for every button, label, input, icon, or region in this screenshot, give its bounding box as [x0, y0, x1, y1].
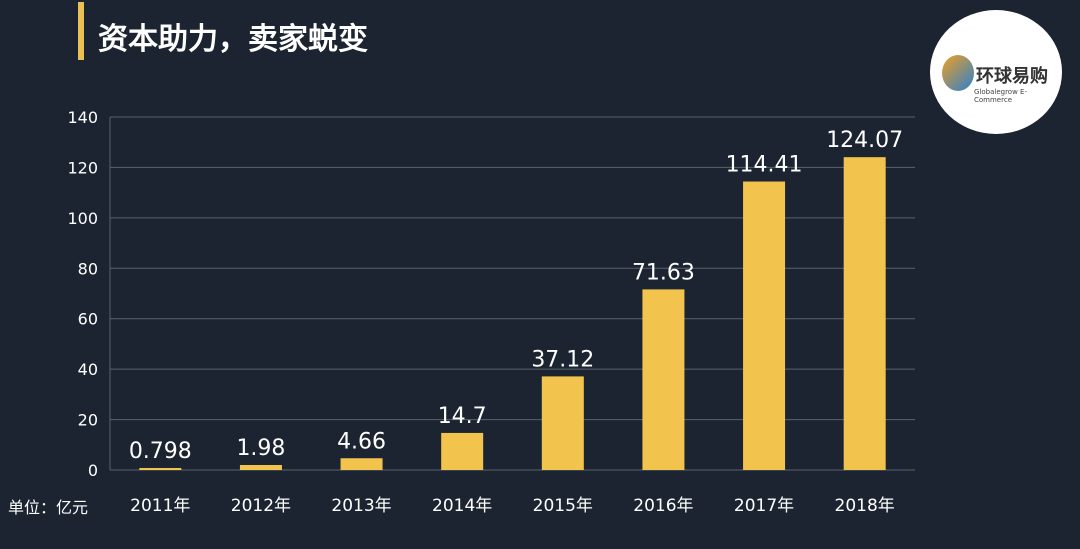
- data-label: 124.07: [826, 128, 903, 153]
- unit-label: 单位：亿元: [8, 498, 89, 517]
- logo-name-en: Globalegrow E-Commerce: [974, 88, 1027, 104]
- y-tick-label: 80: [78, 259, 98, 278]
- x-tick-label: 2018年: [835, 496, 895, 516]
- y-tick-label: 120: [67, 158, 98, 177]
- bar: [139, 467, 182, 470]
- bar: [642, 289, 685, 470]
- y-tick-label: 20: [78, 411, 98, 430]
- logo-globe-icon: [942, 55, 974, 91]
- logo-name-cn: 环球易购: [976, 66, 1048, 87]
- data-label: 114.41: [726, 153, 803, 178]
- bar: [541, 376, 584, 470]
- y-tick-label: 40: [78, 360, 98, 379]
- x-tick-label: 2016年: [633, 496, 693, 516]
- x-tick-label: 2011年: [130, 496, 190, 516]
- x-tick-label: 2017年: [734, 496, 794, 516]
- x-tick-label: 2012年: [231, 496, 291, 516]
- data-label: 4.66: [337, 429, 386, 454]
- data-label: 37.12: [531, 347, 594, 372]
- data-label: 1.98: [236, 436, 285, 461]
- x-tick-label: 2013年: [331, 496, 391, 516]
- bar: [239, 465, 282, 470]
- y-tick-label: 60: [78, 310, 98, 329]
- data-label: 14.7: [438, 404, 487, 429]
- title-accent-bar: [78, 2, 84, 60]
- page-title: 资本助力，卖家蜕变: [98, 22, 368, 57]
- y-tick-label: 100: [67, 209, 98, 228]
- x-tick-label: 2014年: [432, 496, 492, 516]
- bar: [441, 432, 484, 470]
- bar: [340, 458, 383, 470]
- bar: [843, 157, 886, 470]
- y-tick-label: 0: [88, 461, 98, 480]
- data-label: 71.63: [632, 260, 695, 285]
- x-tick-label: 2015年: [533, 496, 593, 516]
- y-tick-label: 140: [67, 108, 98, 127]
- data-label: 0.798: [129, 439, 192, 464]
- bar: [743, 181, 786, 470]
- company-logo: 环球易购 Globalegrow E-Commerce: [930, 10, 1062, 134]
